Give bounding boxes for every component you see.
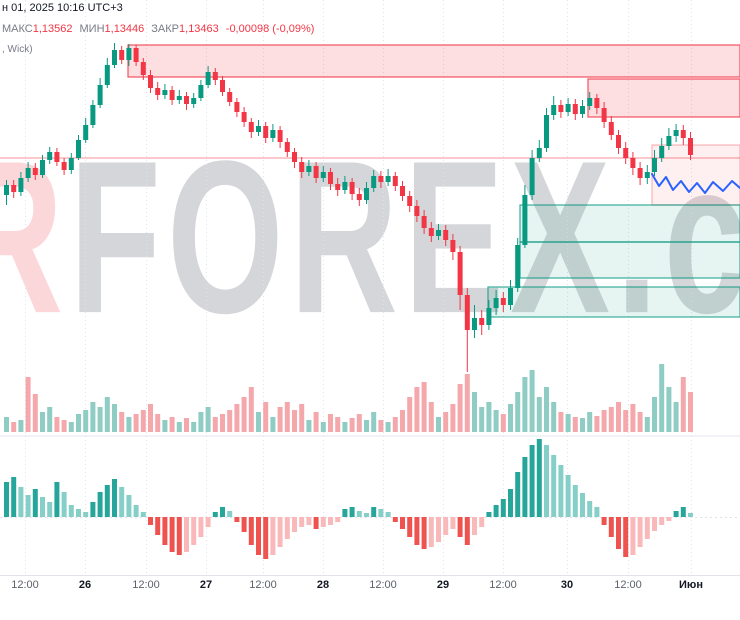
ohlc-info-row: МАКС1,13562 МИН1,13446 ЗАКР1,13463 -0,00098… bbox=[2, 23, 321, 36]
time-axis-label: 28 bbox=[316, 579, 330, 591]
time-axis-label: 12:00 bbox=[249, 579, 277, 591]
time-axis-label: 12:00 bbox=[11, 579, 39, 591]
chart-canvas[interactable] bbox=[0, 0, 740, 580]
time-axis-label: 12:00 bbox=[369, 579, 397, 591]
stat-value-close: 1,13463 bbox=[179, 23, 219, 36]
time-axis-label: 12:00 bbox=[132, 579, 160, 591]
time-axis-label: Июн bbox=[679, 579, 703, 591]
stat-label-close: ЗАКР bbox=[151, 23, 180, 36]
time-axis-label: 26 bbox=[78, 579, 92, 591]
indicator-caption: , Wick) bbox=[2, 44, 33, 56]
watermark-logo-letter: R bbox=[0, 115, 69, 359]
time-axis[interactable]: 12:00 26 12:00 27 12:00 28 12:00 29 12:00 30 12:00… bbox=[0, 575, 740, 593]
stat-label-low: МИН bbox=[79, 23, 105, 36]
chart-legend: н 01, 2025 10:16 UTC+3 МАКС1,13562 МИН1,1… bbox=[2, 2, 321, 56]
time-axis-label: 30 bbox=[560, 579, 574, 591]
stat-value-high: 1,13562 bbox=[32, 23, 73, 36]
footer-margin bbox=[0, 593, 740, 620]
time-axis-label: 29 bbox=[436, 579, 450, 591]
time-axis-label: 27 bbox=[199, 579, 213, 591]
change-value: -0,00098 (-0,09%) bbox=[225, 23, 315, 36]
stat-label-high: МАКС bbox=[2, 23, 33, 36]
time-axis-label: 12:00 bbox=[614, 579, 642, 591]
time-axis-label: 12:00 bbox=[489, 579, 517, 591]
chart-datetime: н 01, 2025 10:16 UTC+3 bbox=[2, 2, 123, 14]
stat-value-low: 1,13446 bbox=[104, 23, 145, 36]
candlestick-chart[interactable] bbox=[0, 0, 740, 575]
watermark-suffix: .c bbox=[616, 115, 740, 359]
